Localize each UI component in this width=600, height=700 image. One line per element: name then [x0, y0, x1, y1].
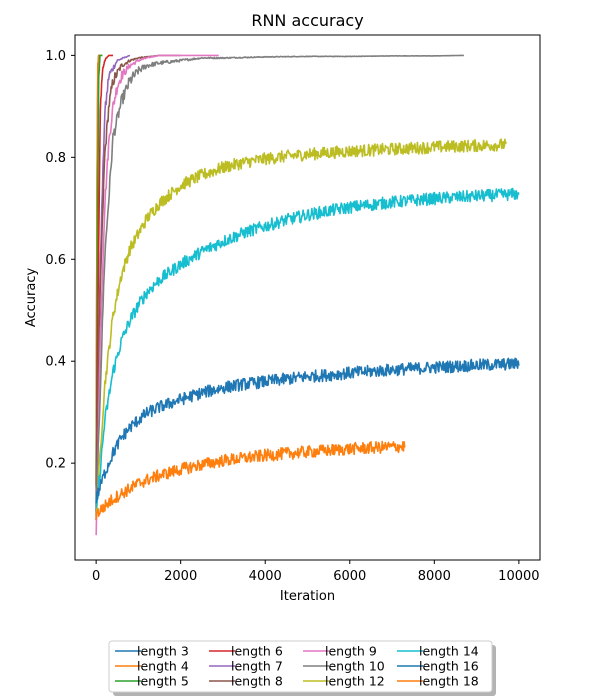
x-tick-label: 6000: [333, 569, 366, 584]
x-axis-label: Iteration: [280, 589, 335, 604]
series-line-length-7: [95, 54, 131, 511]
legend-label: length 12: [325, 674, 385, 689]
legend-label: length 16: [419, 659, 479, 674]
legend-label: length 10: [325, 659, 385, 674]
y-tick-label: 0.4: [45, 355, 66, 370]
legend-label: length 18: [419, 674, 479, 689]
series-line-length-10: [95, 54, 465, 512]
series-line-length-14: [95, 187, 520, 509]
x-tick-label: 0: [92, 569, 100, 584]
legend-label: length 4: [137, 659, 189, 674]
y-tick-label: 0.8: [45, 151, 66, 166]
y-tick-label: 0.6: [45, 253, 66, 268]
y-axis: 0.2 0.4 0.6 0.8 1.0: [45, 49, 75, 472]
x-tick-label: 10000: [498, 569, 539, 584]
chart-title: RNN accuracy: [251, 11, 363, 30]
series-line-length-9: [95, 54, 219, 536]
legend-label: length 6: [231, 644, 283, 659]
x-tick-label: 8000: [418, 569, 451, 584]
x-tick-label: 2000: [164, 569, 197, 584]
series-line-length-12: [95, 138, 507, 516]
series-line-length-6: [95, 54, 114, 521]
y-axis-label: Accuracy: [24, 268, 39, 328]
legend-label: length 5: [137, 674, 189, 689]
legend-label: length 7: [231, 659, 283, 674]
x-tick-label: 4000: [249, 569, 282, 584]
series-line-length-18: [95, 440, 406, 520]
plot-frame: [74, 34, 541, 561]
legend-label: length 8: [231, 674, 283, 689]
series-line-length-5: [95, 54, 104, 508]
legend-frame: [108, 640, 493, 693]
series-layer: [95, 54, 520, 536]
x-axis: 0 2000 4000 6000 8000 10000: [92, 560, 540, 584]
y-tick-label: 1.0: [45, 49, 66, 64]
y-tick-label: 0.2: [45, 457, 66, 472]
legend-label: length 9: [325, 644, 377, 659]
legend-label: length 3: [137, 644, 189, 659]
legend-label: length 14: [419, 644, 479, 659]
series-line-length-16: [95, 357, 520, 504]
